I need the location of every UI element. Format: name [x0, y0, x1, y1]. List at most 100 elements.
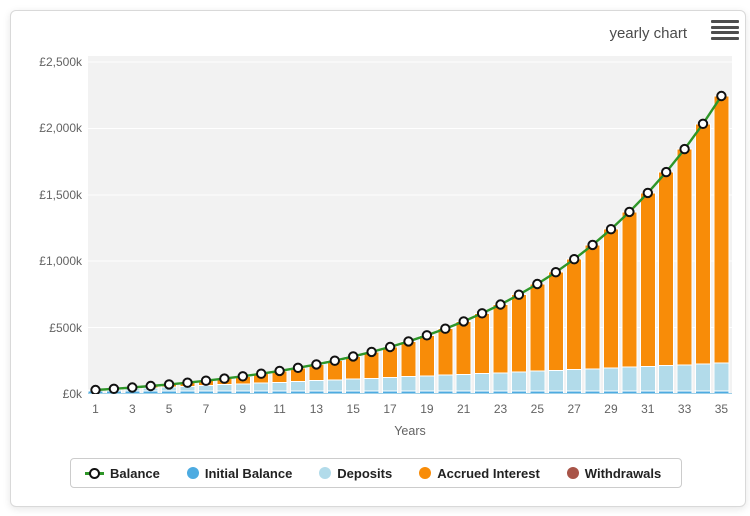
year-bar	[345, 355, 362, 395]
bar-segment-accrued-interest	[713, 95, 730, 364]
legend-item-withdrawals[interactable]: Withdrawals	[566, 465, 662, 481]
balance-marker	[384, 341, 396, 353]
y-axis-tick-label: £0k	[62, 387, 82, 401]
deposits-swatch-icon	[319, 467, 332, 479]
bar-segment-accrued-interest	[492, 303, 509, 374]
x-axis-tick-label: 35	[714, 402, 729, 416]
bar-segment-deposits	[602, 367, 619, 392]
bar-segment-deposits	[695, 363, 712, 392]
bar-segment-accrued-interest	[676, 148, 693, 366]
balance-marker	[311, 359, 322, 370]
balance-marker	[348, 351, 359, 362]
hamburger-icon-bar	[711, 31, 739, 35]
balance-marker	[237, 371, 249, 382]
x-axis-tick-label: 13	[309, 402, 324, 416]
bar-segment-deposits	[621, 366, 638, 392]
balance-line-marker-icon	[85, 467, 104, 479]
year-bar	[455, 320, 472, 395]
legend-label: Initial Balance	[204, 465, 293, 481]
bar-segment-deposits	[492, 372, 509, 392]
balance-marker	[200, 375, 212, 386]
balance-marker	[569, 254, 580, 265]
bar-segment-deposits	[455, 373, 472, 392]
year-bar	[584, 244, 601, 395]
year-bar	[602, 228, 619, 395]
bar-segment-deposits	[308, 380, 325, 392]
legend-item-accrued-interest[interactable]: Accrued Interest	[419, 466, 540, 481]
y-axis-tick-label: £500k	[49, 320, 82, 335]
year-bar	[639, 192, 656, 395]
balance-marker	[495, 299, 506, 310]
plot-svg	[87, 56, 732, 396]
bar-segment-deposits	[253, 382, 270, 392]
plot-area	[87, 56, 732, 396]
bar-segment-deposits	[639, 365, 656, 392]
year-bar	[437, 328, 454, 395]
balance-marker	[219, 373, 230, 384]
balance-marker	[421, 330, 433, 341]
x-axis-tick-label: 31	[641, 402, 655, 416]
year-bar	[326, 360, 343, 395]
balance-marker	[127, 382, 138, 393]
bar-segment-deposits	[345, 378, 362, 392]
bar-segment-deposits	[234, 383, 251, 392]
hamburger-icon-bar	[711, 25, 739, 29]
chart-title: yearly chart	[609, 25, 687, 42]
balance-marker	[624, 206, 635, 218]
legend-label: Accrued Interest	[437, 465, 540, 481]
bar-segment-accrued-interest	[437, 328, 454, 376]
balance-marker	[476, 308, 488, 319]
bar-segment-accrued-interest	[602, 228, 619, 369]
legend-item-balance[interactable]: Balance	[85, 466, 160, 481]
balance-marker	[403, 336, 414, 347]
x-axis-tick-label: 5	[165, 402, 173, 416]
bar-segment-deposits	[271, 381, 288, 392]
balance-marker	[550, 267, 561, 278]
year-bar	[474, 312, 491, 395]
bar-segment-accrued-interest	[584, 244, 601, 370]
y-axis-tick-label: £2,500k	[39, 55, 82, 69]
balance-marker	[329, 355, 341, 366]
x-axis-tick-label: 23	[493, 402, 508, 416]
bar-segment-accrued-interest	[474, 312, 491, 375]
year-bar	[382, 346, 399, 395]
year-bar	[547, 271, 564, 395]
legend-item-initial-balance[interactable]: Initial Balance	[186, 465, 293, 481]
bar-segment-deposits	[290, 381, 307, 392]
bar-segment-deposits	[326, 379, 343, 392]
bar-segment-deposits	[382, 377, 399, 392]
x-axis-tick-label: 33	[677, 402, 692, 416]
x-axis-tick-label: 19	[420, 402, 434, 416]
bar-segment-accrued-interest	[455, 320, 472, 375]
bar-segment-accrued-interest	[510, 294, 527, 373]
y-axis-tick-label: £1,000k	[39, 254, 82, 269]
balance-marker	[513, 289, 525, 300]
year-bar	[713, 95, 730, 395]
balance-marker	[145, 380, 156, 392]
hamburger-icon-bar	[711, 20, 739, 24]
balance-marker	[440, 323, 451, 334]
bar-segment-deposits	[474, 373, 491, 392]
year-bar	[363, 351, 380, 395]
y-axis-tick-label: £2,000k	[39, 121, 82, 136]
year-bar	[529, 283, 546, 395]
legend-item-deposits[interactable]: Deposits	[319, 466, 392, 481]
balance-marker	[642, 187, 653, 199]
hamburger-icon-bar	[711, 36, 739, 40]
accrued-interest-swatch-icon	[419, 467, 432, 479]
bar-segment-deposits	[547, 369, 564, 392]
bar-segment-accrued-interest	[418, 334, 435, 377]
balance-marker	[697, 118, 709, 130]
legend-label: Deposits	[337, 465, 393, 481]
bar-segment-accrued-interest	[400, 340, 417, 378]
balance-marker	[366, 346, 377, 358]
bar-segment-accrued-interest	[529, 283, 546, 372]
bar-segment-deposits	[584, 368, 601, 392]
legend-label: Withdrawals	[584, 465, 662, 481]
bar-segment-deposits	[216, 384, 233, 392]
year-bar	[566, 258, 583, 395]
year-bar	[621, 211, 638, 395]
chart-legend: Balance Initial Balance Deposits Accrued In…	[70, 458, 682, 488]
chart-context-menu-button[interactable]	[711, 20, 739, 40]
balance-marker	[90, 384, 101, 396]
